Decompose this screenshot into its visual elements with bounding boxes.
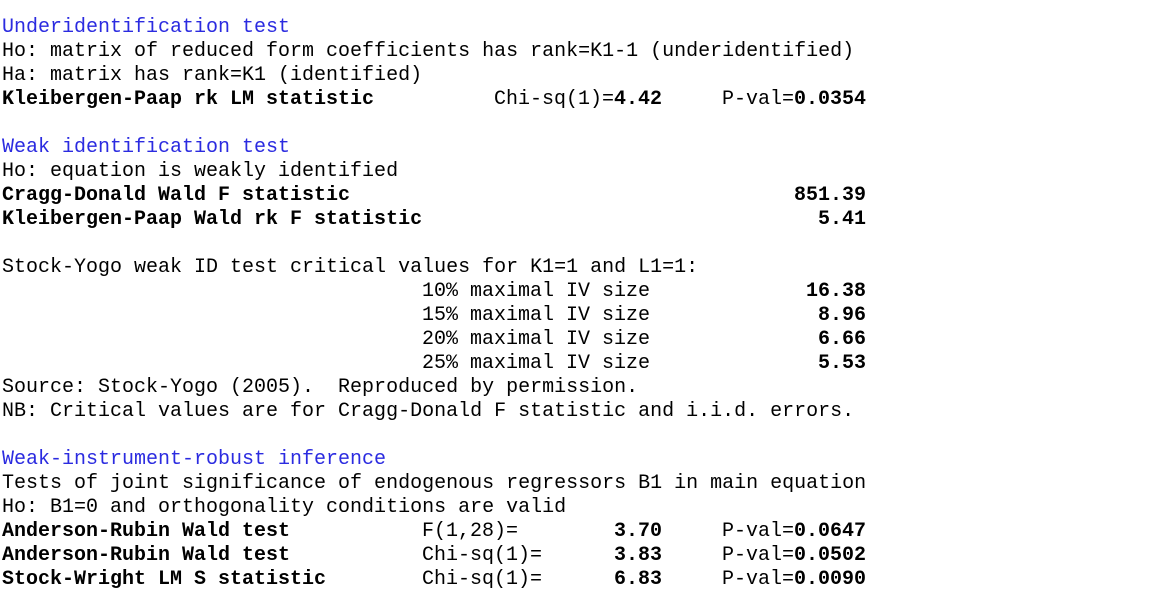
pval-value: 0.0090 bbox=[794, 568, 867, 591]
stat-value: 3.83 bbox=[613, 544, 662, 567]
description: Tests of joint significance of endogenou… bbox=[2, 472, 867, 495]
pval-label: P-val= bbox=[722, 544, 795, 567]
test-label: Chi-sq(1)= bbox=[422, 568, 543, 591]
pval-value: 0.0647 bbox=[794, 520, 867, 543]
cv-label: 15% maximal IV size bbox=[422, 304, 651, 327]
stat-value: 3.70 bbox=[613, 520, 662, 543]
hypothesis: Ho: matrix of reduced form coefficients … bbox=[2, 40, 855, 63]
pval-label: P-val= bbox=[722, 88, 795, 111]
test-label: F(1,28)= bbox=[422, 520, 519, 543]
stat-value: 851.39 bbox=[793, 184, 866, 207]
pval-value: 0.0502 bbox=[794, 544, 867, 567]
hypothesis: Ho: equation is weakly identified bbox=[2, 160, 399, 183]
hypothesis: Ha: matrix has rank=K1 (identified) bbox=[2, 64, 423, 87]
source-note: Source: Stock-Yogo (2005). Reproduced by… bbox=[2, 376, 639, 399]
heading: Stock-Yogo weak ID test critical values … bbox=[2, 256, 699, 279]
stat-label: Kleibergen-Paap Wald rk F statistic bbox=[2, 208, 423, 231]
stat-value: 5.41 bbox=[817, 208, 866, 231]
cv-label: 25% maximal IV size bbox=[422, 352, 651, 375]
section-title: Underidentification test bbox=[2, 16, 291, 39]
note: NB: Critical values are for Cragg-Donald… bbox=[2, 400, 855, 423]
stat-label: Anderson-Rubin Wald test bbox=[2, 520, 291, 543]
pval-value: 0.0354 bbox=[794, 88, 867, 111]
stat-label: Stock-Wright LM S statistic bbox=[2, 568, 327, 591]
hypothesis: Ho: B1=0 and orthogonality conditions ar… bbox=[2, 496, 567, 519]
pval-label: P-val= bbox=[722, 520, 795, 543]
cv-value: 8.96 bbox=[817, 304, 866, 327]
stat-label: Kleibergen-Paap rk LM statistic bbox=[2, 88, 375, 111]
stat-label: Cragg-Donald Wald F statistic bbox=[2, 184, 351, 207]
cv-value: 5.53 bbox=[817, 352, 866, 375]
pval-label: P-val= bbox=[722, 568, 795, 591]
cv-label: 20% maximal IV size bbox=[422, 328, 651, 351]
test-label: Chi-sq(1)= bbox=[422, 544, 543, 567]
test-label: Chi-sq(1)= bbox=[494, 88, 615, 111]
cv-value: 6.66 bbox=[817, 328, 866, 351]
cv-label: 10% maximal IV size bbox=[422, 280, 651, 303]
stat-label: Anderson-Rubin Wald test bbox=[2, 544, 291, 567]
section-title: Weak identification test bbox=[2, 136, 291, 159]
section-title: Weak-instrument-robust inference bbox=[2, 448, 387, 471]
stat-value: 4.42 bbox=[614, 88, 663, 111]
cv-value: 16.38 bbox=[805, 280, 866, 303]
stat-value: 6.83 bbox=[613, 568, 662, 591]
